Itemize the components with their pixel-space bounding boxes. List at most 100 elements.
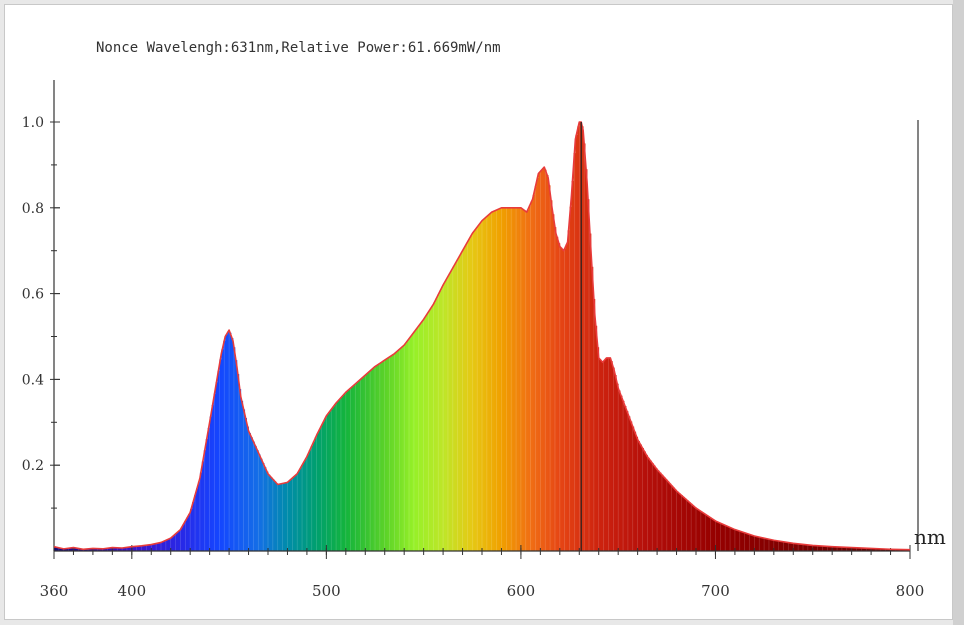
spectrum-strip	[139, 545, 142, 551]
spectrum-strip	[98, 548, 102, 551]
spectrum-strip	[110, 547, 113, 551]
spectrum-strip	[647, 457, 650, 551]
spectrum-strip	[828, 546, 831, 551]
spectrum-strip	[174, 533, 177, 551]
spectrum-strip	[275, 483, 279, 551]
spectrum-strip	[59, 548, 63, 551]
spectrum-strip	[266, 471, 269, 551]
spectrum-strip	[116, 547, 119, 551]
spectrum-strip	[596, 347, 600, 551]
spectrum-strip	[513, 207, 516, 552]
spectrum-strip	[676, 491, 679, 551]
spectrum-strip	[771, 540, 775, 551]
spectrum-strip	[859, 547, 862, 551]
spectrum-strip	[853, 547, 856, 551]
spectrum-strip	[886, 549, 889, 551]
spectrum-strip	[701, 512, 705, 551]
spectrum-strip	[236, 374, 240, 551]
spectrum-strip	[610, 361, 613, 551]
spectrum-strip	[365, 374, 368, 551]
spectrum-strip	[357, 381, 360, 551]
spectrum-strip	[431, 305, 434, 551]
axes: 0.2 0.4 0.6 0.8 1.0 360 400 500 600 700 800	[22, 80, 924, 600]
spectrum-strip	[585, 169, 588, 551]
spectrum-strip	[758, 537, 761, 551]
spectrum-strip	[520, 208, 524, 551]
spectrum-strip	[522, 209, 526, 551]
spectrum-strip	[678, 493, 681, 551]
spectrum-strip	[518, 207, 522, 552]
spectrum-strip	[703, 513, 707, 551]
spectrum-strip	[137, 546, 140, 551]
spectrum-strip	[242, 409, 246, 551]
spectrum-strip	[616, 383, 619, 551]
spectrum-strip	[301, 465, 304, 551]
spectrum-strip	[215, 382, 218, 551]
spectrum-strip	[443, 283, 446, 551]
spectrum-strip	[649, 460, 652, 551]
spectrum-strip	[153, 543, 156, 551]
spectrum-strip	[511, 207, 514, 552]
x-tick-label: 700	[701, 582, 730, 600]
spectrum-strip	[400, 347, 403, 551]
spectrum-strip	[338, 399, 341, 551]
spectrum-strip	[293, 476, 296, 551]
spectrum-strip	[485, 216, 489, 551]
spectrum-strip	[839, 547, 843, 551]
spectrum-strip	[618, 390, 621, 551]
spectrum-strip	[328, 412, 331, 551]
spectrum-strip	[509, 207, 512, 552]
spectrum-strip	[624, 406, 627, 551]
spectrum-strip	[149, 544, 152, 551]
spectrum-strip	[752, 535, 755, 551]
spectrum-strip	[727, 526, 730, 551]
spectrum-strip	[417, 325, 421, 551]
spectrum-strip	[63, 548, 67, 551]
spectrum-strip	[310, 445, 314, 551]
spectrum-strip	[742, 532, 746, 551]
spectrum-strip	[769, 539, 773, 551]
spectrum-strip	[423, 317, 426, 551]
spectrum-strip	[190, 508, 193, 551]
spectrum-strip	[653, 465, 656, 551]
spectrum-strip	[157, 543, 160, 551]
spectrum-strip	[894, 549, 897, 551]
spectrum-strip	[386, 358, 390, 551]
spectrum-strip	[874, 548, 878, 551]
spectrum-strip	[826, 546, 829, 551]
spectrum-strip	[688, 502, 691, 551]
spectrum-strip	[408, 338, 411, 551]
spectrum-strip	[322, 421, 325, 551]
spectrum-strip	[85, 549, 88, 551]
spectrum-strip	[221, 349, 224, 551]
spectrum-strip	[604, 359, 607, 551]
spectrum-strip	[225, 334, 228, 551]
spectrum-strip	[445, 279, 448, 551]
spectrum-strip	[748, 534, 751, 551]
spectrum-strip	[382, 360, 386, 551]
spectrum-strip	[528, 205, 532, 551]
spectrum-strip	[258, 454, 261, 551]
spectrum-strip	[318, 429, 321, 551]
spectrum-strip	[118, 547, 121, 551]
spectrum-strip	[534, 186, 537, 551]
spectrum-strip	[501, 207, 504, 552]
spectrum-strip	[480, 221, 483, 551]
spectrum-strip	[760, 537, 763, 551]
spectrum-strip	[507, 207, 510, 552]
spectrum-strip	[378, 363, 382, 551]
spectrum-strip	[766, 538, 769, 551]
spectrum-strip	[795, 543, 798, 551]
spectrum-strip	[240, 400, 244, 551]
spectrum-strip	[625, 411, 629, 551]
spectrum-strip	[464, 245, 467, 552]
spectrum-strip	[499, 208, 502, 552]
spectrum-strip	[495, 209, 498, 551]
spectrum-strip	[725, 525, 728, 551]
spectrum-strip	[196, 488, 199, 551]
spectrum-strip	[483, 218, 487, 551]
spectrum-strip	[818, 545, 821, 551]
spectrum-strip	[184, 520, 187, 551]
spectrum-strip	[89, 548, 92, 551]
spectrum-strip	[662, 477, 666, 551]
